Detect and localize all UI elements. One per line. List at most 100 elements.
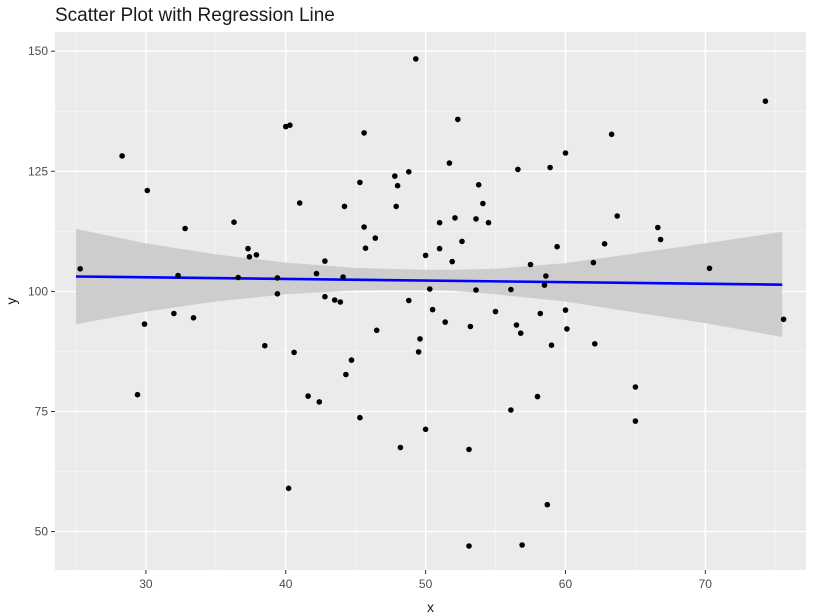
chart-title: Scatter Plot with Regression Line: [55, 5, 335, 26]
data-point: [562, 307, 569, 313]
data-point: [548, 342, 555, 349]
data-point: [436, 219, 443, 226]
x-tick-label: 60: [559, 577, 573, 591]
data-point: [449, 258, 456, 265]
x-tick-label: 30: [139, 577, 153, 591]
data-point: [296, 200, 303, 206]
data-point: [393, 203, 400, 210]
data-point: [706, 265, 713, 272]
data-point: [361, 224, 367, 230]
data-point: [427, 286, 433, 292]
data-point: [246, 253, 253, 260]
data-point: [442, 319, 449, 325]
data-point: [337, 299, 344, 305]
y-tick-label: 100: [28, 284, 48, 298]
data-point: [322, 258, 328, 264]
data-point: [373, 327, 380, 334]
data-point: [231, 219, 237, 225]
data-point: [466, 543, 472, 549]
data-point: [394, 182, 401, 189]
y-tick-label: 50: [35, 525, 49, 539]
data-point: [480, 200, 486, 207]
data-point: [362, 245, 369, 251]
data-point: [534, 393, 541, 400]
data-points: [77, 56, 787, 549]
data-point: [144, 187, 151, 194]
data-point: [182, 225, 188, 232]
data-point: [519, 542, 525, 548]
data-point: [513, 322, 520, 328]
data-point: [305, 393, 311, 399]
data-point: [632, 384, 639, 390]
confidence-band: [76, 228, 783, 337]
data-point: [590, 259, 597, 266]
data-point: [340, 274, 346, 280]
data-point: [466, 446, 472, 453]
data-point: [422, 426, 429, 433]
data-point: [287, 122, 293, 128]
data-point: [554, 243, 560, 250]
data-point: [262, 342, 268, 349]
data-point: [547, 164, 553, 171]
data-point: [455, 116, 461, 123]
data-point: [171, 310, 177, 317]
data-point: [406, 297, 412, 304]
data-point: [543, 273, 549, 279]
data-point: [562, 150, 569, 156]
data-point: [657, 236, 664, 243]
data-point: [413, 56, 419, 62]
data-point: [601, 241, 608, 247]
data-point: [417, 336, 423, 342]
data-point: [459, 238, 465, 245]
data-point: [544, 501, 551, 508]
data-point: [357, 414, 363, 421]
data-point: [245, 245, 251, 252]
regression-line-layer: [75, 275, 783, 286]
data-point: [452, 215, 458, 221]
y-axis-title: y: [3, 298, 19, 305]
x-axis-title: x: [427, 599, 434, 615]
data-point: [473, 287, 479, 293]
data-point: [508, 407, 514, 413]
data-point: [343, 371, 349, 378]
data-point: [515, 166, 521, 173]
y-tick-label: 75: [35, 404, 49, 418]
data-point: [436, 245, 443, 252]
data-point: [397, 444, 404, 451]
data-point: [77, 266, 83, 272]
data-point: [406, 169, 412, 175]
data-point: [372, 235, 379, 241]
data-point: [134, 391, 141, 398]
data-point: [141, 321, 148, 327]
data-point: [473, 216, 479, 222]
data-point: [331, 297, 338, 303]
data-point: [253, 252, 260, 258]
data-point: [361, 130, 367, 136]
x-tick-label: 50: [419, 577, 433, 591]
data-point: [422, 252, 429, 259]
data-point: [190, 315, 197, 321]
data-point: [541, 282, 548, 288]
y-tick-label: 125: [28, 164, 48, 178]
data-point: [762, 98, 769, 104]
data-point: [175, 272, 181, 279]
data-point: [614, 213, 620, 219]
data-point: [291, 349, 297, 356]
data-point: [429, 306, 436, 313]
data-point: [274, 291, 281, 297]
x-tick-label: 70: [699, 577, 713, 591]
axes: 30 40 50 60 70 50 75 100 125 150: [28, 44, 712, 591]
data-point: [592, 341, 598, 347]
data-point: [655, 224, 661, 231]
data-point: [322, 293, 328, 300]
confidence-band-layer: [76, 228, 783, 337]
data-point: [341, 203, 348, 210]
data-point: [316, 399, 323, 405]
data-point: [564, 326, 570, 332]
data-point: [467, 323, 474, 330]
data-point: [632, 418, 639, 424]
data-point: [285, 485, 292, 492]
data-point: [415, 349, 422, 355]
data-point: [517, 330, 524, 337]
data-point: [274, 275, 281, 281]
